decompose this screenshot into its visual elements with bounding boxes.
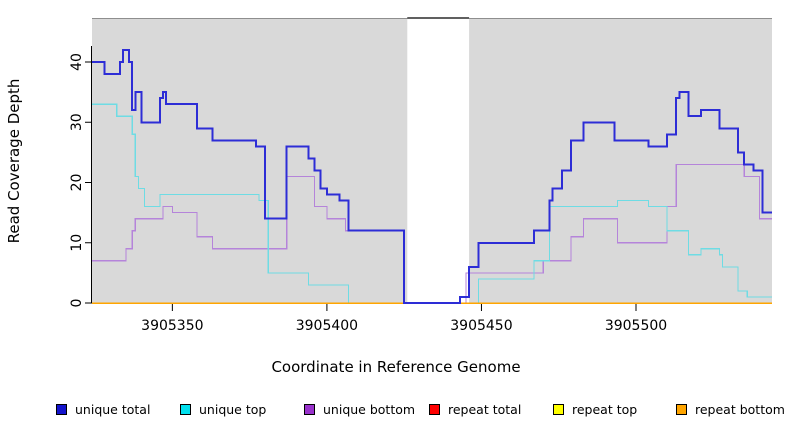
x-tick-label: 3905500 — [605, 318, 667, 334]
legend-item-unique-bottom: unique bottom — [304, 399, 415, 419]
legend-item-label: repeat top — [572, 401, 638, 417]
y-axis-title: Read Coverage Depth — [5, 78, 23, 244]
legend-item-label: unique top — [199, 401, 267, 417]
legend-item-repeat-top: repeat top — [553, 399, 637, 419]
x-tick-label: 3905400 — [296, 318, 358, 334]
x-tick-label: 3905450 — [450, 318, 512, 334]
legend-item-unique-top: unique top — [180, 399, 266, 419]
legend-item-label: unique total — [75, 401, 151, 417]
legend-swatch — [56, 403, 67, 415]
legend-item-label: unique bottom — [323, 401, 416, 417]
x-axis-title: Coordinate in Reference Genome — [271, 358, 521, 376]
legend-swatch — [429, 403, 440, 415]
coverage-gap-band — [407, 19, 470, 304]
legend-item-repeat-bottom: repeat bottom — [676, 399, 785, 419]
legend-item-unique-total: unique total — [56, 399, 150, 419]
y-tick-label: 40 — [69, 53, 85, 71]
x-tick-label: 3905350 — [141, 318, 203, 334]
legend-swatch — [676, 403, 687, 415]
y-tick-label: 10 — [69, 234, 85, 252]
series-line-unique-total — [92, 48, 772, 304]
legend-item-label: repeat bottom — [695, 401, 785, 417]
y-tick-label: 20 — [69, 174, 85, 192]
legend: unique total unique top unique bottom repea… — [0, 399, 792, 421]
legend-swatch — [553, 403, 564, 415]
series-line-unique-top — [92, 103, 772, 304]
legend-swatch — [180, 403, 191, 415]
legend-swatch — [304, 403, 315, 415]
legend-item-repeat-total: repeat total — [429, 399, 521, 419]
legend-item-label: repeat total — [448, 401, 522, 417]
y-tick-label: 30 — [69, 113, 85, 131]
y-tick-label: 0 — [69, 299, 85, 308]
